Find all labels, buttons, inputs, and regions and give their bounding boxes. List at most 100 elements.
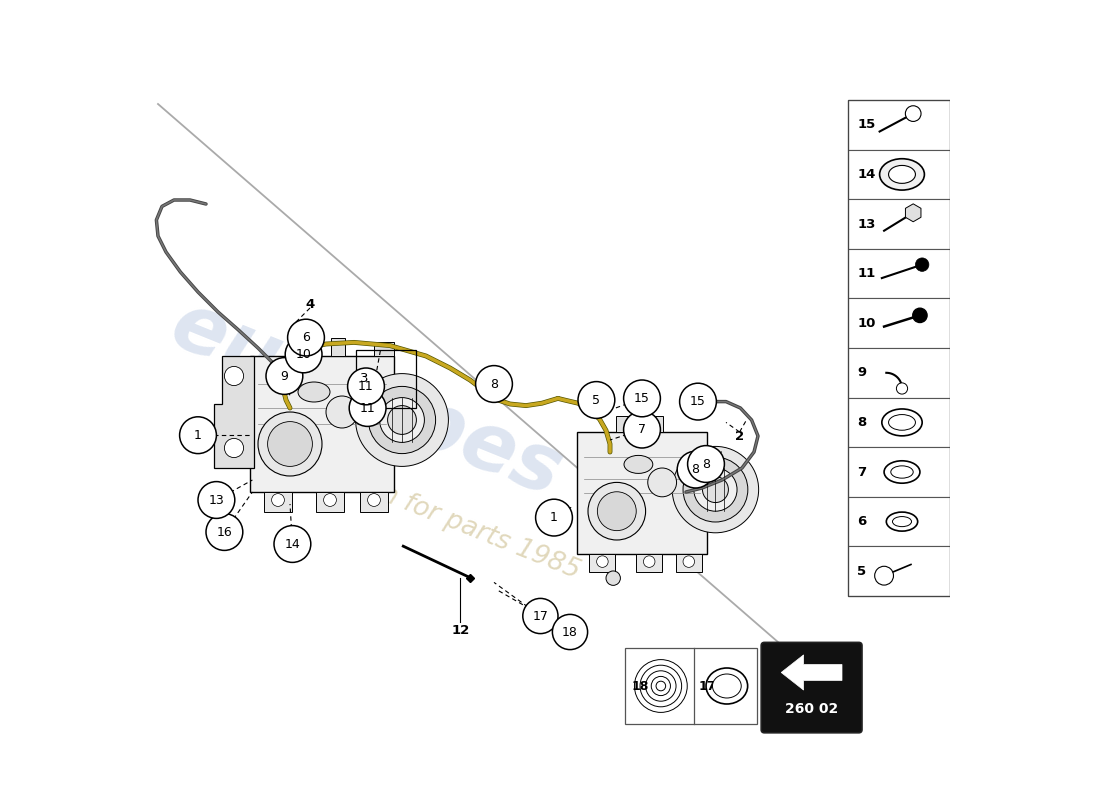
- Text: 12: 12: [451, 624, 470, 637]
- Circle shape: [683, 556, 694, 567]
- Bar: [374, 342, 394, 356]
- Circle shape: [206, 514, 243, 550]
- Text: 7: 7: [638, 423, 646, 436]
- Circle shape: [646, 670, 676, 701]
- Circle shape: [379, 398, 425, 442]
- Text: a passion for parts 1985: a passion for parts 1985: [276, 440, 584, 584]
- Text: 1: 1: [550, 511, 558, 524]
- Ellipse shape: [882, 409, 922, 436]
- Bar: [264, 492, 293, 512]
- Circle shape: [522, 598, 558, 634]
- Circle shape: [285, 336, 322, 373]
- Circle shape: [272, 494, 285, 506]
- Text: 5: 5: [857, 565, 867, 578]
- Text: 9: 9: [280, 370, 288, 382]
- Bar: [356, 350, 417, 408]
- Circle shape: [198, 482, 234, 518]
- Text: 9: 9: [857, 366, 867, 379]
- Circle shape: [683, 457, 748, 522]
- Text: eurospes: eurospes: [160, 286, 573, 514]
- Text: 10: 10: [857, 317, 876, 330]
- Circle shape: [597, 492, 636, 530]
- Circle shape: [596, 556, 608, 567]
- Text: 3: 3: [360, 372, 368, 385]
- Circle shape: [368, 386, 436, 454]
- Circle shape: [624, 380, 660, 417]
- Circle shape: [267, 422, 312, 466]
- Circle shape: [905, 106, 921, 122]
- Circle shape: [475, 366, 513, 402]
- Circle shape: [588, 482, 646, 540]
- Text: 17: 17: [532, 610, 548, 622]
- Text: 18: 18: [631, 679, 649, 693]
- Circle shape: [678, 451, 714, 488]
- Bar: [675, 554, 702, 573]
- Text: 11: 11: [359, 380, 374, 393]
- Ellipse shape: [298, 382, 330, 402]
- Bar: [848, 249, 950, 298]
- Bar: [848, 100, 950, 150]
- Text: 15: 15: [634, 392, 650, 405]
- Text: 8: 8: [490, 378, 498, 390]
- Text: 1: 1: [194, 429, 202, 442]
- Bar: [625, 648, 757, 724]
- Circle shape: [536, 499, 572, 536]
- Bar: [316, 492, 344, 512]
- Circle shape: [258, 412, 322, 476]
- Bar: [848, 199, 950, 249]
- Text: 8: 8: [702, 458, 710, 470]
- Circle shape: [578, 382, 615, 418]
- Text: 16: 16: [217, 526, 232, 538]
- Circle shape: [703, 477, 728, 502]
- Circle shape: [266, 358, 302, 394]
- Circle shape: [387, 406, 417, 434]
- Ellipse shape: [887, 512, 917, 531]
- Text: 14: 14: [285, 538, 300, 550]
- Text: 17: 17: [698, 679, 716, 693]
- Circle shape: [896, 383, 907, 394]
- Circle shape: [640, 666, 682, 707]
- Ellipse shape: [880, 158, 924, 190]
- Text: 5: 5: [593, 394, 601, 406]
- Text: 10: 10: [296, 348, 311, 361]
- Circle shape: [635, 659, 688, 712]
- Circle shape: [224, 438, 243, 458]
- Circle shape: [915, 258, 928, 271]
- Circle shape: [323, 494, 337, 506]
- Circle shape: [688, 446, 725, 482]
- Circle shape: [179, 417, 217, 454]
- Text: 15: 15: [857, 118, 876, 131]
- Bar: [650, 416, 663, 432]
- Circle shape: [367, 494, 381, 506]
- Polygon shape: [781, 655, 842, 690]
- Bar: [848, 348, 950, 398]
- Text: 13: 13: [857, 218, 876, 230]
- Circle shape: [651, 676, 670, 695]
- Bar: [848, 447, 950, 497]
- Ellipse shape: [884, 461, 920, 483]
- Text: 6: 6: [857, 515, 867, 528]
- Bar: [590, 554, 615, 573]
- Text: 14: 14: [857, 168, 876, 181]
- FancyBboxPatch shape: [761, 642, 862, 733]
- Ellipse shape: [624, 455, 652, 474]
- Circle shape: [355, 374, 449, 466]
- Text: 260 02: 260 02: [785, 702, 838, 715]
- Circle shape: [552, 614, 587, 650]
- Circle shape: [287, 319, 324, 356]
- Bar: [848, 546, 950, 596]
- Bar: [636, 554, 662, 573]
- Bar: [848, 150, 950, 199]
- Circle shape: [224, 366, 243, 386]
- Circle shape: [274, 526, 311, 562]
- Bar: [848, 298, 950, 348]
- Circle shape: [606, 571, 620, 586]
- Ellipse shape: [892, 517, 912, 526]
- Circle shape: [694, 468, 737, 511]
- Circle shape: [326, 396, 358, 428]
- Bar: [331, 338, 345, 356]
- Circle shape: [656, 681, 666, 690]
- Circle shape: [624, 411, 660, 448]
- Text: 13: 13: [209, 494, 224, 506]
- Circle shape: [644, 556, 654, 567]
